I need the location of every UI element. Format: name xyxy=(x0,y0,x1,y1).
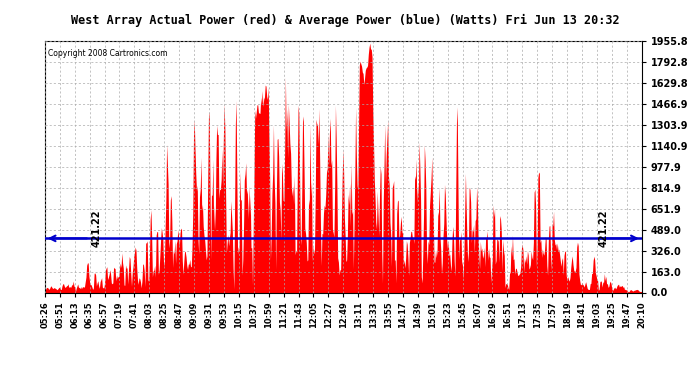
Text: 421.22: 421.22 xyxy=(91,209,101,247)
Text: Copyright 2008 Cartronics.com: Copyright 2008 Cartronics.com xyxy=(48,49,168,58)
Text: 421.22: 421.22 xyxy=(599,209,609,247)
Text: West Array Actual Power (red) & Average Power (blue) (Watts) Fri Jun 13 20:32: West Array Actual Power (red) & Average … xyxy=(70,14,620,27)
